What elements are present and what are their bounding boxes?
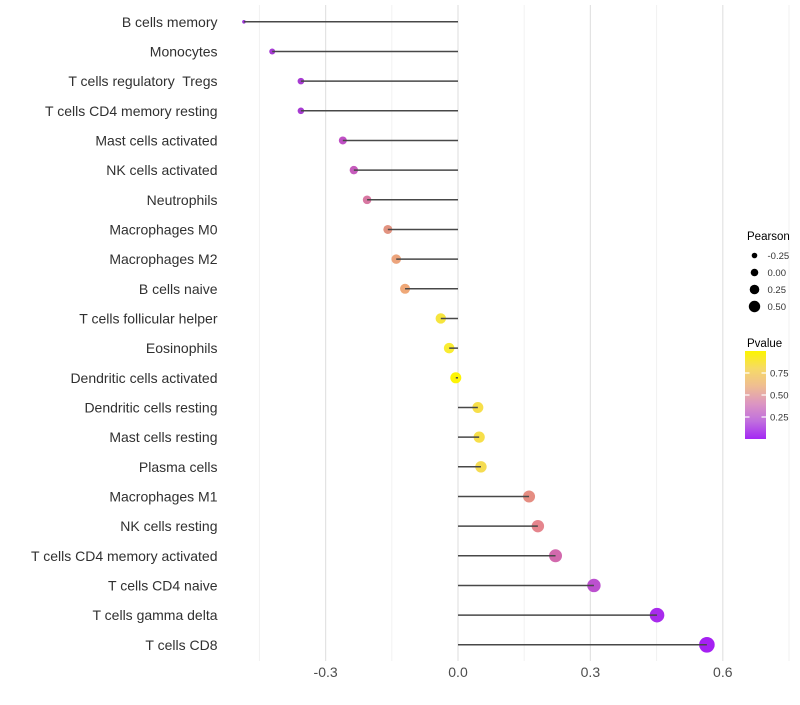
size-legend-dot [750,268,759,277]
lollipop-row: T cells regulatory Tregs [68,73,458,89]
pvalue-legend-title: Pvalue [747,338,782,350]
lollipop-row: Macrophages M0 [109,221,458,237]
legend-group: Pearson -0.25 0.00 0.25 0.50 Pvalue 0.75 0.50 0.… [745,231,790,439]
y-axis-label: T cells CD8 [145,637,217,653]
y-axis-label: T cells CD4 memory resting [45,103,217,119]
x-tick-label: 0.3 [581,664,601,680]
y-axis-label: T cells regulatory Tregs [68,73,217,89]
x-axis-group: -0.3 0.0 0.3 0.6 [314,664,733,680]
lollipop-row: T cells CD4 memory resting [45,103,458,119]
lollipop-row: NK cells resting [120,518,545,534]
lollipop-row: B cells memory [122,14,458,30]
lollipop-row: T cells CD8 [145,637,715,653]
lollipop-row: Macrophages M1 [109,488,536,504]
y-axis-label: NK cells resting [120,518,217,534]
size-legend-dot [749,284,760,295]
gridlines-group [258,5,790,661]
y-axis-label: Dendritic cells activated [70,370,217,386]
y-axis-label: Monocytes [150,43,218,59]
lollipop-row: T cells gamma delta [92,607,665,623]
lollipop-row: T cells CD4 memory activated [31,548,563,564]
pvalue-colorbar [745,351,766,439]
y-axis-label: B cells memory [122,14,218,30]
size-legend-label: 0.25 [768,285,787,296]
y-axis-label: Plasma cells [139,459,218,475]
lollipop-row: NK cells activated [106,162,458,178]
y-axis-label: T cells follicular helper [79,310,218,326]
rows-group: B cells memory Monocytes T cells regulator… [31,14,715,653]
y-axis-label: NK cells activated [106,162,217,178]
y-axis-label: Eosinophils [146,340,218,356]
lollipop-row: Dendritic cells activated [70,370,462,386]
lollipop-row: Macrophages M2 [109,251,458,267]
lollipop-row: Monocytes [150,43,458,59]
lollipop-row: Mast cells activated [95,132,458,148]
lollipop-row: Neutrophils [147,192,458,208]
y-axis-label: T cells CD4 naive [108,577,218,593]
pvalue-legend-label: 0.50 [770,391,789,402]
x-tick-label: 0.0 [448,664,468,680]
x-tick-label: -0.3 [314,664,338,680]
x-tick-label: 0.6 [713,664,733,680]
size-legend-label: 0.50 [768,302,787,313]
lollipop-row: T cells CD4 naive [108,577,601,593]
pvalue-legend-label: 0.25 [770,413,789,424]
lollipop-row: Eosinophils [146,340,458,356]
lollipop-row: B cells naive [139,281,458,297]
y-axis-label: Mast cells resting [109,429,217,445]
y-axis-label: Neutrophils [147,192,218,208]
pvalue-legend-label: 0.75 [770,369,789,380]
y-axis-label: Macrophages M2 [109,251,217,267]
y-axis-label: T cells CD4 memory activated [31,548,217,564]
y-axis-label: Macrophages M1 [109,488,217,504]
y-axis-label: Macrophages M0 [109,221,217,237]
size-legend-label: 0.00 [768,268,787,279]
lollipop-row: Plasma cells [139,459,487,475]
lollipop-row: Dendritic cells resting [84,399,484,415]
lollipop-row: Mast cells resting [109,429,485,445]
size-legend-dot [748,300,761,313]
size-legend-label: -0.25 [768,251,790,262]
y-axis-label: Dendritic cells resting [84,399,217,415]
y-axis-label: Mast cells activated [95,132,217,148]
y-axis-label: B cells naive [139,281,218,297]
y-axis-label: T cells gamma delta [92,607,217,623]
size-legend-title: Pearson [747,231,790,243]
size-legend-dot [751,252,758,259]
lollipop-row: T cells follicular helper [79,310,458,326]
